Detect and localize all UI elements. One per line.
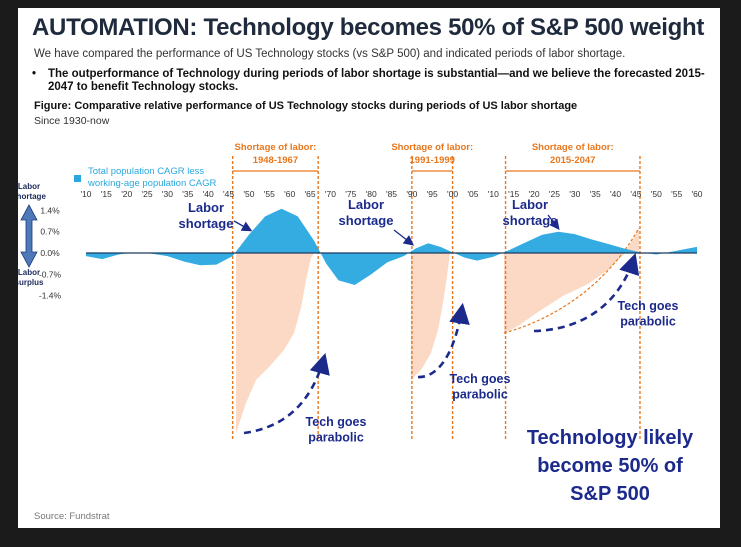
x-tick-label: '55 (671, 189, 682, 199)
annotations: LaborshortageLaborshortageLaborshortageT… (179, 197, 694, 505)
legend-swatch (74, 175, 81, 182)
y-tick-label: -0.7% (39, 269, 62, 279)
key-point-bullet: • The outperformance of Technology durin… (32, 68, 712, 94)
labor-shortage-label-2-line2: shortage (339, 213, 394, 228)
x-tick-label: '55 (264, 189, 275, 199)
x-tick-label: '70 (325, 189, 336, 199)
y-tick-label: -1.4% (39, 291, 62, 301)
tech-parabolic-label-2-line1: Tech goes (450, 372, 511, 386)
tech-parabolic-label-3-line1: Tech goes (618, 299, 679, 313)
x-tick-label: '40 (610, 189, 621, 199)
x-tick-label: '50 (651, 189, 662, 199)
parabolic-arrow-3 (533, 253, 640, 333)
x-tick-label: '05 (467, 189, 478, 199)
shortage-periods: Shortage of labor: 1948-1967 Shortage of l… (231, 142, 641, 440)
forecast-curve (503, 227, 640, 334)
x-tick-label: '65 (304, 189, 315, 199)
shortage-label-line1: Shortage of labor: (391, 142, 473, 153)
callout-line3: S&P 500 (570, 483, 650, 505)
tech-parabolic-label-1-line2: parabolic (308, 431, 364, 445)
axes: '10 '15 '20 '25 '30 '35 '40 '45 '50 '55 '60 '65 '70 '… (18, 166, 703, 301)
y-axis-bottom-label-2: surplus (18, 278, 44, 287)
x-tick-label: '10 (488, 189, 499, 199)
parabolic-arrow-1 (243, 352, 330, 435)
x-tick-label: '50 (243, 189, 254, 199)
shortage-label-line1: Shortage of labor: (532, 142, 614, 153)
double-arrow-icon (20, 204, 38, 268)
y-tick-label: 0.0% (40, 248, 60, 258)
pointer-arrow-1 (233, 220, 253, 232)
x-tick-label: '00 (447, 189, 458, 199)
x-tick-label: '40 (203, 189, 214, 199)
shortage-fill-1 (236, 253, 314, 433)
x-tick-label: '15 (508, 189, 519, 199)
callout-line1: Technology likely (527, 427, 694, 449)
bullet-marker: • (32, 68, 37, 80)
labor-shortage-label-1-line2: shortage (179, 216, 234, 231)
shortage-label-line2: 2015-2047 (550, 155, 595, 166)
x-tick-label: '35 (590, 189, 601, 199)
x-tick-label: '10 (80, 189, 91, 199)
x-tick-label: '95 (427, 189, 438, 199)
y-tick-label: 1.4% (40, 205, 60, 215)
shortage-label-line1: Shortage of labor: (235, 142, 317, 153)
x-tick-label: '60 (691, 189, 702, 199)
series-area-1 (86, 208, 697, 285)
tech-parabolic-label-1-line1: Tech goes (306, 415, 367, 429)
callout-line2: become 50% of (537, 455, 683, 477)
y-axis-top-label-1: Labor (18, 182, 40, 191)
x-tick-label: '15 (101, 189, 112, 199)
key-point-text: The outperformance of Technology during … (48, 68, 705, 93)
figure-subtitle: Since 1930-now (34, 115, 110, 127)
x-tick-label: '30 (569, 189, 580, 199)
y-tick-label: 0.7% (40, 227, 60, 237)
y-axis-bottom-label-1: Labor (18, 268, 40, 277)
page-subtitle: We have compared the performance of US T… (34, 48, 626, 60)
x-tick-label: '25 (549, 189, 560, 199)
figure-title: Figure: Comparative relative performance… (34, 100, 578, 112)
tech-parabolic-label-3-line2: parabolic (620, 315, 676, 329)
shortage-label-line2: 1991-1999 (410, 155, 455, 166)
x-tick-label: '80 (366, 189, 377, 199)
labor-shortage-label-3-line2: shortage (503, 213, 558, 228)
x-tick-label: '90 (406, 189, 417, 199)
labor-shortage-label-1-line1: Labor (188, 200, 224, 215)
labor-shortage-chart: Shortage of labor: 1948-1967 Shortage of l… (18, 142, 703, 505)
x-tick-label: '45 (630, 189, 641, 199)
parabolic-arrow-2 (417, 302, 470, 379)
labor-shortage-label-2-line1: Labor (348, 197, 384, 212)
shortage-fill-2 (411, 253, 450, 380)
slide: AUTOMATION: Technology becomes 50% of S&… (18, 8, 720, 528)
shortage-fill-3 (504, 228, 639, 333)
page-title: AUTOMATION: Technology becomes 50% of S&… (32, 14, 705, 41)
x-tick-label: '35 (182, 189, 193, 199)
pointer-arrow-2 (393, 229, 415, 246)
pointer-arrow-3 (547, 214, 560, 231)
x-tick-label: '60 (284, 189, 295, 199)
labor-shortage-label-3-line1: Labor (512, 197, 548, 212)
x-tick-label: '30 (162, 189, 173, 199)
legend-label-line2: working-age population CAGR (87, 178, 216, 189)
population-area (86, 208, 697, 285)
x-tick-label: '25 (142, 189, 153, 199)
y-axis-top-label-2: shortage (18, 192, 46, 201)
shortage-label-line2: 1948-1967 (253, 155, 298, 166)
source-note: Source: Fundstrat (34, 511, 110, 522)
legend-label-line1: Total population CAGR less (88, 166, 204, 177)
tech-parabolic-label-2-line2: parabolic (452, 388, 508, 402)
x-tick-label: '45 (223, 189, 234, 199)
x-tick-label: '75 (345, 189, 356, 199)
x-tick-label: '85 (386, 189, 397, 199)
x-tick-label: '20 (529, 189, 540, 199)
x-tick-label: '20 (121, 189, 132, 199)
